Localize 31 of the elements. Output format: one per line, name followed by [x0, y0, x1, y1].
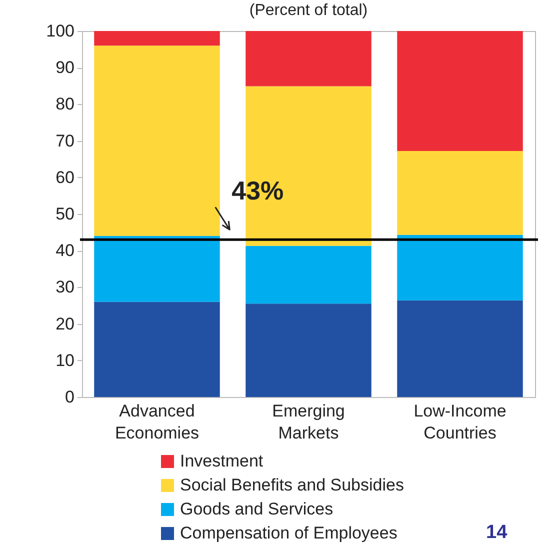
legend-label: Compensation of Employees [180, 524, 398, 542]
bar [94, 46, 220, 236]
bar [246, 304, 372, 397]
bar [94, 302, 220, 397]
bar [397, 31, 523, 152]
x-tick-label: Low-Income Countries [414, 402, 506, 442]
y-tick-label: 70 [56, 131, 74, 150]
x-tick-label: Emerging Markets [272, 402, 345, 442]
y-tick-label: 40 [56, 241, 74, 260]
x-tick-label: Advanced Economies [114, 402, 200, 442]
bar [246, 31, 372, 86]
y-tick-label: 90 [56, 58, 74, 78]
bar [94, 236, 220, 302]
y-tick-label: 20 [56, 314, 74, 334]
legend-label: Goods and Services [180, 500, 334, 518]
y-tick-label: 100 [46, 22, 74, 40]
y-tick-label: 80 [56, 94, 74, 114]
y-tick-label: 30 [56, 278, 74, 297]
bar [397, 151, 523, 235]
y-tick-label: 0 [65, 388, 74, 406]
bar [397, 234, 523, 300]
chart-title: (Percent of total) [249, 2, 368, 19]
legend-label: Investment [180, 452, 264, 470]
y-tick-label: 50 [56, 204, 74, 224]
bar [397, 300, 523, 397]
bar [94, 31, 220, 46]
y-tick-label: 60 [56, 168, 74, 187]
text: 14 [486, 522, 508, 544]
legend-label: Social Benefits and Subsidies [180, 476, 404, 494]
bar [246, 246, 372, 304]
y-tick-label: 10 [56, 350, 74, 370]
